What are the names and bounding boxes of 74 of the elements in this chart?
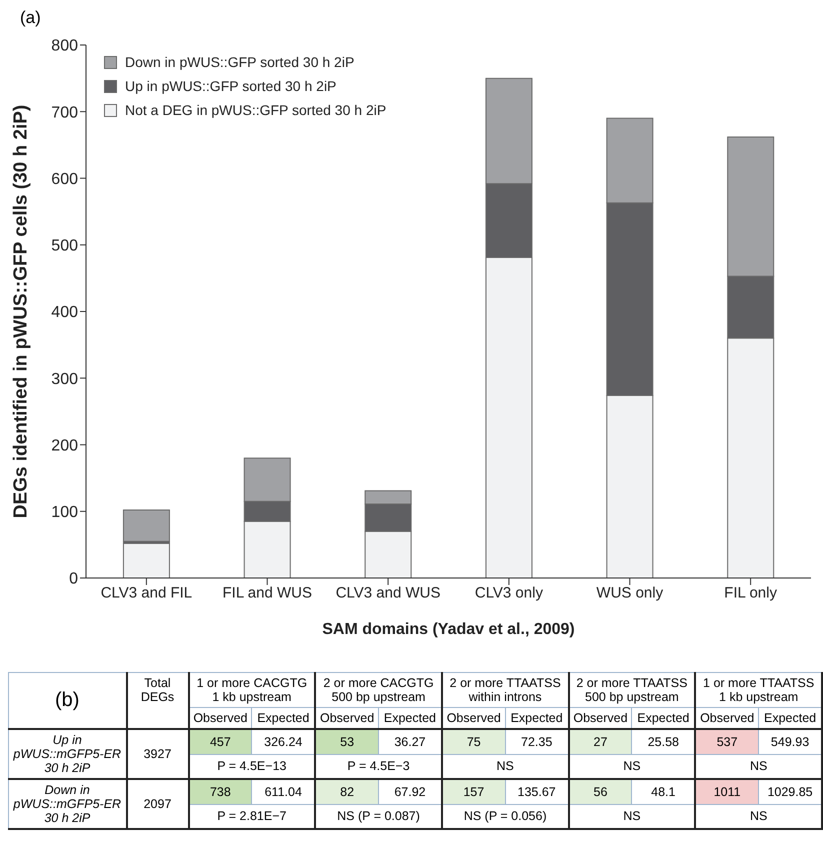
bar — [122, 510, 170, 542]
y-tick-label: 300 — [51, 370, 78, 388]
text: 27 — [568, 729, 632, 754]
category-label: Total DEGs — [126, 672, 188, 729]
text: 72.35 — [505, 729, 569, 754]
y-tick-label: 700 — [51, 104, 78, 122]
text: NS (P = 0.087) — [315, 804, 442, 829]
y-tick-label: 600 — [51, 170, 78, 188]
category-label: Up in pWUS::mGFP5-ER 30 h 2iP — [13, 733, 122, 775]
text: 56 — [568, 779, 632, 804]
category-label: 1 or more TTAATSS 1 kb upstream — [695, 672, 822, 708]
text: 48.1 — [632, 779, 696, 804]
text: Expected — [384, 711, 436, 725]
text: Observed — [573, 711, 628, 725]
text: NS — [568, 804, 696, 829]
text: (b) — [8, 672, 126, 729]
text: 82 — [315, 779, 379, 804]
x-tick-label: FIL and WUS — [222, 584, 312, 602]
text: 2097 — [126, 779, 188, 829]
text: Expected — [637, 711, 690, 725]
y-tick-label: 100 — [51, 504, 78, 522]
text: 738 — [188, 779, 252, 804]
text: 53 — [315, 729, 379, 754]
category-label: Down in pWUS::mGFP5-ER 30 h 2iP — [13, 783, 122, 825]
legend-label: Up in pWUS::GFP sorted 30 h 2iP — [125, 77, 336, 96]
chart-title: (a) — [20, 8, 41, 28]
text: NS — [568, 754, 696, 779]
text: 157 — [442, 779, 506, 804]
text: Observed — [320, 711, 374, 725]
text: 611.04 — [252, 779, 316, 804]
legend-label: Down in pWUS::GFP sorted 30 h 2iP — [125, 53, 354, 72]
y-axis-title: DEGs identified in pWUS::GFP cells (30 h 2iP) — [10, 104, 32, 518]
category-label: 2 or more TTAATSS within introns — [442, 672, 569, 708]
x-tick-label: FIL only — [724, 584, 778, 602]
text: NS (P = 0.056) — [442, 804, 569, 829]
text: Expected — [252, 708, 316, 729]
text: 135.67 — [505, 779, 569, 804]
text: 67.92 — [378, 779, 442, 804]
text: 3927 — [126, 729, 188, 779]
text: 457 — [188, 729, 252, 754]
text: NS — [695, 804, 822, 829]
x-tick-label: CLV3 and WUS — [336, 584, 440, 602]
y-tick-label: 200 — [51, 437, 78, 454]
category-label: 2 or more CACGTG 500 bp upstream — [315, 672, 442, 708]
text: P = 2.81E−7 — [188, 804, 316, 829]
text: P = 4.5E−13 — [188, 754, 316, 779]
x-tick-label: WUS only — [596, 584, 664, 602]
text: 1011 — [695, 779, 759, 804]
text: Expected — [764, 711, 816, 725]
text: 1029.85 — [758, 779, 822, 804]
text: Observed — [446, 711, 501, 725]
legend-label: Not a DEG in pWUS::GFP sorted 30 h 2iP — [125, 101, 386, 120]
text: 549.93 — [758, 729, 822, 754]
text: 25.58 — [632, 729, 696, 754]
text: Expected — [510, 711, 563, 725]
y-tick-label: 400 — [51, 304, 78, 322]
text: 75 — [442, 729, 506, 754]
y-tick-label: 500 — [51, 238, 78, 255]
x-axis-title: SAM domains (Yadav et al., 2009) — [322, 621, 575, 638]
text: 36.27 — [378, 729, 442, 754]
category-label: 1 or more CACGTG 1 kb upstream — [188, 672, 316, 708]
x-tick-label: CLV3 only — [474, 584, 544, 602]
text: Observed — [700, 711, 754, 725]
text: NS — [695, 754, 822, 779]
x-tick-label: CLV3 and FIL — [100, 584, 192, 602]
category-label: 2 or more TTAATSS 500 bp upstream — [568, 672, 696, 708]
bar — [122, 542, 170, 578]
text: P = 4.5E−3 — [315, 754, 442, 779]
text: 326.24 — [252, 729, 316, 754]
text: 537 — [695, 729, 759, 754]
y-tick-label: 0 — [69, 570, 78, 588]
text: NS — [442, 754, 569, 779]
y-tick-label: 800 — [51, 38, 78, 55]
text: Observed — [188, 708, 252, 729]
